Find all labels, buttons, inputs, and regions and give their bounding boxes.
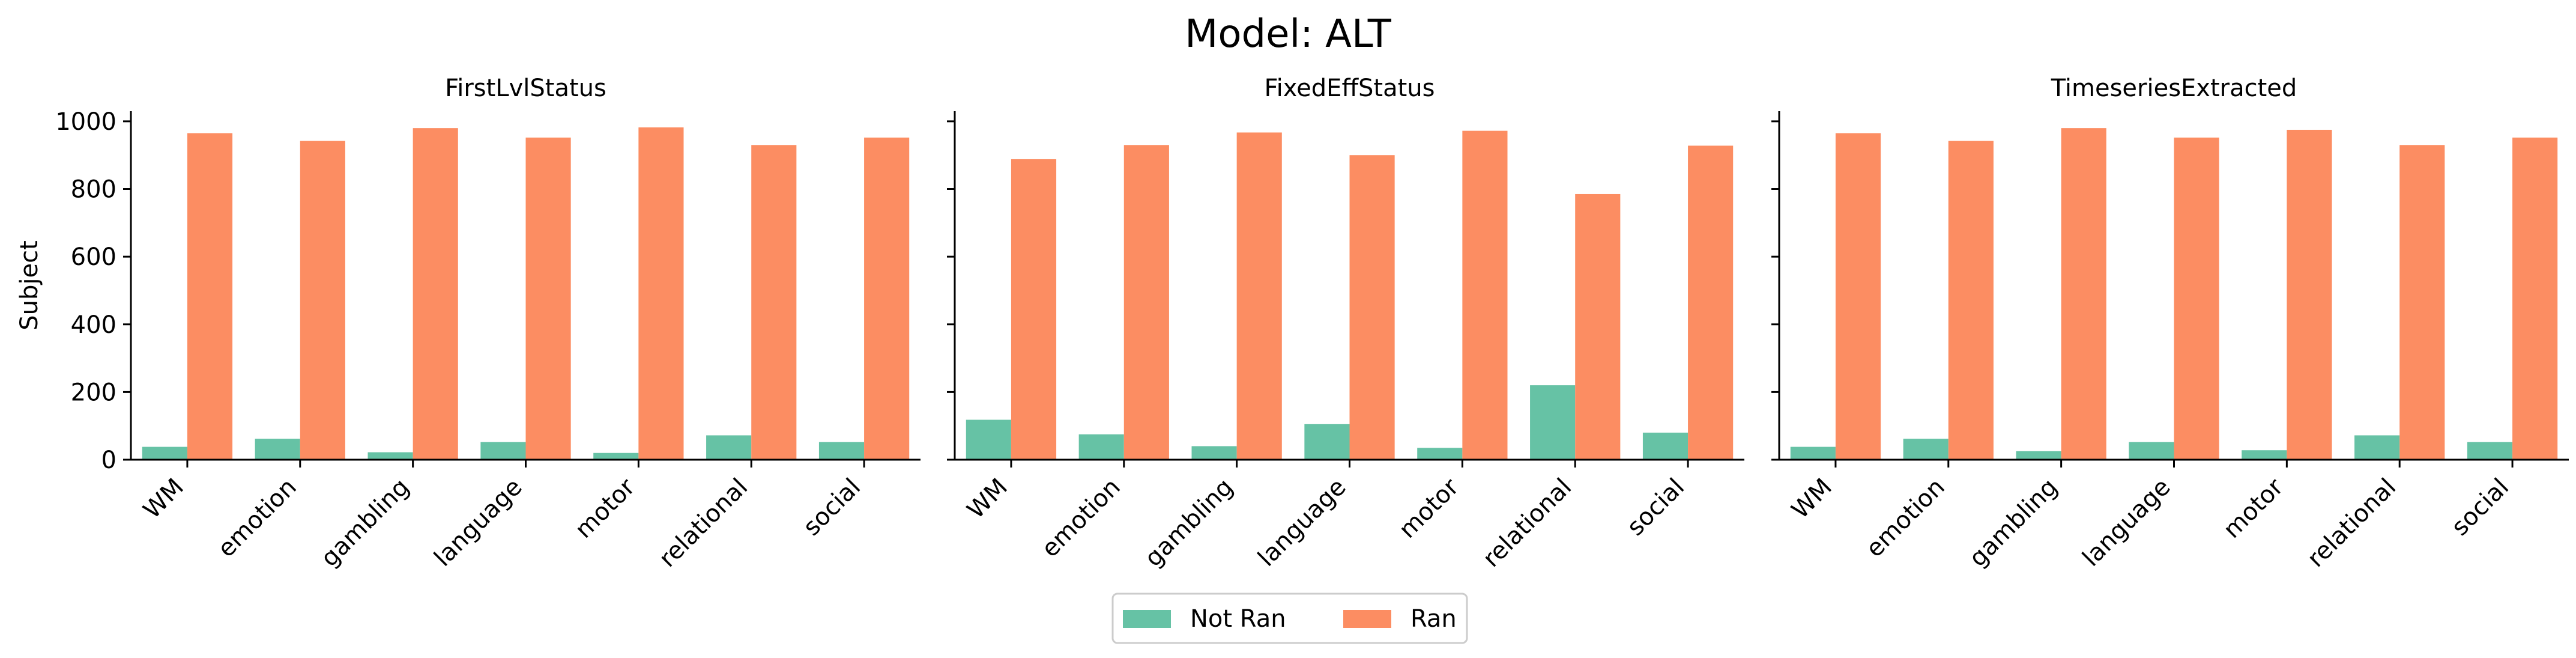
- bar-not-ran-language: [1304, 424, 1350, 460]
- x-tick-label: relational: [1478, 474, 1577, 573]
- bar-ran-social: [1688, 145, 1734, 460]
- x-tick-label: social: [2446, 474, 2514, 541]
- bar-ran-motor: [1462, 130, 1508, 460]
- x-tick-label: emotion: [213, 474, 302, 563]
- bar-ran-gambling: [413, 128, 458, 460]
- y-tick-label: 200: [71, 379, 116, 406]
- x-tick-label: social: [798, 474, 866, 541]
- bar-ran-language: [1349, 155, 1395, 460]
- bar-not-ran-WM: [966, 419, 1011, 460]
- panel-1: FixedEffStatus WM emotion gambling language m…: [947, 75, 1744, 573]
- x-tick-label: WM: [138, 474, 189, 525]
- x-tick-label: emotion: [1036, 474, 1126, 563]
- bar-ran-emotion: [1948, 141, 1994, 460]
- panel-title: FirstLvlStatus: [445, 75, 606, 102]
- bar-not-ran-social: [2467, 442, 2513, 460]
- x-tick-label: WM: [962, 474, 1013, 525]
- x-tick-label: gambling: [316, 474, 415, 573]
- bar-ran-gambling: [2061, 128, 2106, 460]
- bar-not-ran-relational: [706, 435, 752, 460]
- bar-ran-WM: [1835, 133, 1881, 460]
- panel-title: FixedEffStatus: [1265, 75, 1435, 102]
- bar-ran-emotion: [1123, 145, 1169, 460]
- bar-not-ran-emotion: [1078, 434, 1124, 460]
- chart-legend: Not Ran Ran: [1111, 593, 1468, 644]
- bar-ran-relational: [2399, 145, 2445, 460]
- y-tick-label: 1000: [55, 108, 116, 136]
- bar-ran-relational: [751, 145, 797, 460]
- bar-ran-emotion: [300, 141, 345, 460]
- legend-swatch: [1123, 610, 1171, 628]
- bar-not-ran-gambling: [367, 452, 413, 460]
- x-tick-label: WM: [1786, 474, 1837, 525]
- bar-ran-motor: [638, 127, 684, 460]
- panel-title: TimeseriesExtracted: [2051, 75, 2297, 102]
- bar-not-ran-motor: [593, 452, 639, 460]
- y-tick-label: 600: [71, 243, 116, 271]
- bar-not-ran-social: [1642, 432, 1689, 460]
- panel-0: FirstLvlStatus 0 200 400 600 800 1000 WM emotion…: [16, 75, 921, 573]
- bar-not-ran-social: [818, 442, 865, 460]
- y-axis-label: Subject: [16, 240, 43, 331]
- legend-label: Not Ran: [1190, 605, 1286, 633]
- bar-not-ran-language: [2129, 442, 2174, 460]
- bar-ran-relational: [1575, 193, 1621, 460]
- bar-not-ran-language: [480, 442, 526, 460]
- x-tick-label: language: [429, 474, 527, 572]
- bar-ran-WM: [1011, 159, 1057, 460]
- bar-not-ran-gambling: [2016, 451, 2061, 460]
- bar-not-ran-emotion: [1903, 439, 1949, 460]
- bar-ran-language: [2174, 137, 2219, 460]
- x-tick-label: gambling: [1140, 474, 1239, 573]
- x-tick-label: relational: [2302, 474, 2401, 573]
- legend-frame: [1111, 593, 1468, 644]
- x-tick-label: motor: [2218, 473, 2289, 544]
- x-tick-label: motor: [1394, 473, 1465, 544]
- legend-swatch: [1343, 610, 1391, 628]
- bar-not-ran-gambling: [1191, 446, 1237, 460]
- bar-not-ran-motor: [1417, 448, 1463, 460]
- bar-not-ran-relational: [2354, 435, 2400, 460]
- bar-ran-WM: [187, 133, 233, 460]
- legend-label: Ran: [1410, 605, 1457, 633]
- bar-not-ran-motor: [2242, 450, 2287, 460]
- bar-ran-language: [525, 137, 571, 460]
- x-tick-label: gambling: [1964, 474, 2063, 573]
- figure-suptitle: Model: ALT: [1185, 12, 1392, 56]
- chart-panels: FirstLvlStatus 0 200 400 600 800 1000 WM emotion…: [16, 75, 2569, 573]
- bar-ran-social: [2512, 137, 2558, 460]
- bar-ran-social: [864, 137, 910, 460]
- bar-not-ran-emotion: [255, 439, 300, 460]
- x-tick-label: motor: [570, 473, 641, 544]
- x-tick-label: language: [1253, 474, 1351, 572]
- x-tick-label: emotion: [1861, 474, 1950, 563]
- y-tick-label: 0: [101, 446, 116, 474]
- bar-not-ran-relational: [1530, 385, 1576, 460]
- y-tick-label: 400: [71, 311, 116, 339]
- x-tick-label: relational: [654, 474, 753, 573]
- bar-ran-gambling: [1236, 132, 1282, 460]
- panel-2: TimeseriesExtracted WM emotion gambling lang…: [1771, 75, 2569, 573]
- bar-not-ran-WM: [1790, 446, 1836, 460]
- y-tick-label: 800: [71, 176, 116, 204]
- x-tick-label: social: [1622, 474, 1690, 541]
- x-tick-label: language: [2077, 474, 2175, 572]
- bar-not-ran-WM: [142, 446, 187, 460]
- bar-ran-motor: [2287, 129, 2332, 460]
